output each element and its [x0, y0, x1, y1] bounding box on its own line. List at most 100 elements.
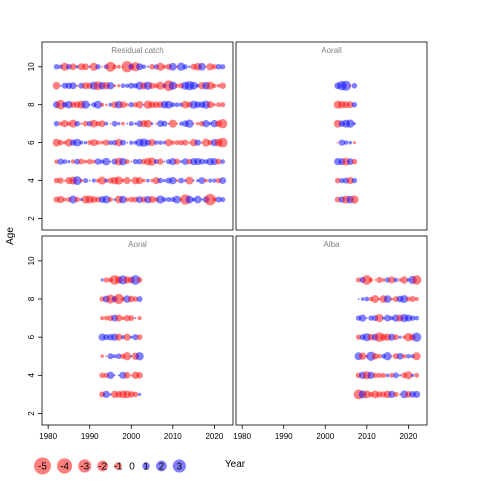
residual-point [196, 179, 200, 183]
residual-point [59, 84, 62, 87]
residual-point [358, 352, 367, 360]
residual-point [212, 103, 216, 107]
residual-point [388, 390, 396, 399]
residual-point [206, 101, 214, 109]
residual-point [91, 159, 96, 164]
residual-point [351, 177, 358, 184]
x-tick-label: 1990 [275, 432, 293, 441]
residual-point [409, 296, 416, 303]
residual-point [78, 158, 85, 165]
residual-point [412, 275, 422, 285]
residual-point [147, 157, 157, 166]
residual-point [355, 334, 362, 340]
residual-point [215, 63, 222, 70]
x-tick-label: 2020 [399, 432, 417, 441]
residual-point [125, 102, 129, 107]
residual-point [168, 62, 177, 71]
residual-point [57, 158, 64, 165]
legend-label: -5 [38, 462, 47, 473]
residual-point [126, 122, 129, 125]
residual-point [351, 82, 358, 89]
residual-point [52, 81, 61, 90]
residual-point [400, 295, 409, 303]
residual-point [72, 176, 82, 186]
residual-point [82, 177, 89, 184]
residual-point [212, 197, 217, 202]
residual-point [55, 99, 66, 110]
residual-point [401, 353, 407, 359]
residual-point [103, 139, 110, 146]
residual-point [208, 178, 213, 183]
residual-point [182, 64, 188, 70]
x-tick-label: 2020 [205, 432, 223, 441]
residual-point [56, 195, 65, 204]
residual-point [125, 197, 130, 202]
residual-point [117, 374, 120, 377]
residual-point [120, 83, 126, 89]
residual-point [196, 121, 200, 126]
residual-point [343, 140, 349, 145]
residual-point [108, 197, 113, 202]
residual-point [219, 177, 227, 185]
residual-point [136, 63, 144, 71]
legend-circle [78, 459, 92, 473]
legend-circle [56, 458, 73, 474]
residual-point [194, 139, 201, 146]
residual-point [143, 119, 152, 128]
residual-point [360, 297, 365, 301]
residual-point [123, 333, 131, 341]
residual-point [158, 140, 163, 145]
residual-point [361, 275, 372, 285]
residual-point [116, 64, 121, 69]
residual-point [152, 177, 160, 185]
residual-point [57, 177, 64, 184]
residual-point [90, 196, 98, 203]
panel-title: Alba [323, 240, 340, 249]
residual-point [81, 100, 90, 109]
residual-point [169, 158, 177, 166]
legend-label: 1 [143, 462, 149, 473]
residual-point [135, 100, 144, 109]
residual-point [198, 62, 206, 71]
legend-circle [33, 457, 51, 475]
legend-label: -3 [80, 462, 89, 473]
residual-point [128, 121, 134, 127]
residual-point [106, 371, 115, 380]
residual-point [219, 82, 226, 90]
residual-point [99, 372, 105, 379]
residual-point [148, 82, 156, 89]
y-tick-label: 6 [27, 140, 36, 145]
residual-point [105, 103, 108, 106]
residual-point [367, 371, 375, 380]
residual-point [141, 64, 147, 70]
residual-point [155, 122, 158, 125]
residual-point [100, 102, 105, 107]
residual-point [98, 120, 106, 128]
residual-point [198, 177, 206, 185]
residual-point [136, 177, 144, 185]
residual-point [384, 314, 392, 322]
residual-point [107, 353, 114, 360]
x-tick-label: 1990 [81, 432, 99, 441]
residual-point [134, 317, 137, 320]
residual-point [211, 64, 217, 70]
residual-point [109, 160, 112, 163]
residual-point [371, 295, 380, 303]
residual-point [185, 119, 194, 128]
residual-point [365, 317, 368, 320]
residual-point [339, 177, 345, 184]
residual-point [73, 138, 82, 147]
residual-point [376, 276, 383, 284]
residual-point [404, 314, 412, 322]
residual-point [112, 64, 117, 69]
residual-point [205, 65, 208, 68]
residual-point [100, 278, 104, 282]
residual-point [157, 158, 164, 165]
residual-point [156, 81, 165, 90]
panel-frame [235, 235, 428, 426]
residual-point [100, 354, 104, 358]
residual-point [130, 355, 133, 358]
residual-point [372, 372, 378, 378]
residual-point [67, 159, 71, 164]
residual-point [346, 158, 354, 165]
